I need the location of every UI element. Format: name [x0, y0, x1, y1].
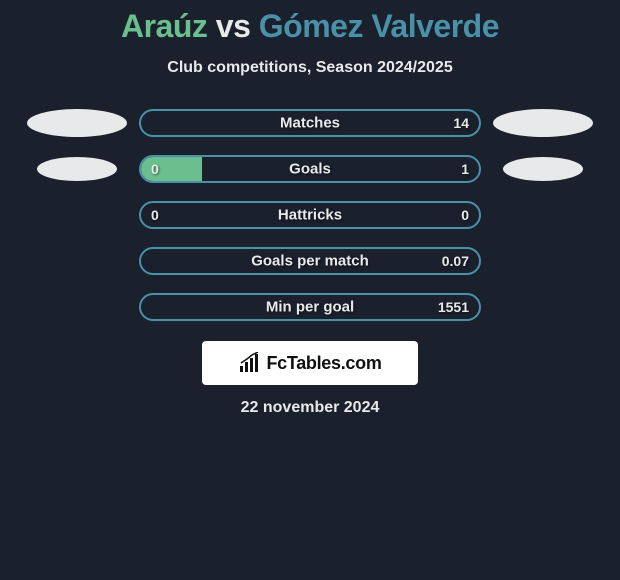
- stat-right-value: 0.07: [442, 253, 469, 269]
- subtitle: Club competitions, Season 2024/2025: [0, 59, 620, 77]
- stat-right-value: 1551: [438, 299, 469, 315]
- stat-left-value: 0: [151, 161, 159, 177]
- stat-bar: Hattricks 0 0: [139, 201, 481, 229]
- stat-label: Matches: [280, 115, 340, 132]
- comparison-card: Araúz vs Gómez Valverde Club competition…: [0, 0, 620, 417]
- stat-row: Goals 0 1: [0, 155, 620, 183]
- date-line: 22 november 2024: [0, 399, 620, 417]
- ellipse-spacer: [27, 157, 127, 181]
- vs-text: vs: [216, 8, 251, 44]
- stat-right-value: 0: [461, 207, 469, 223]
- brand-inner: FcTables.com: [238, 352, 381, 374]
- stat-row: Hattricks 0 0: [0, 201, 620, 229]
- player2-badge: [493, 109, 593, 137]
- stat-row: Goals per match 0.07: [0, 247, 620, 275]
- stats-list: Matches 14 Goals 0 1 Hattricks 0 0 Goals per mat…: [0, 109, 620, 321]
- stat-row: Min per goal 1551: [0, 293, 620, 321]
- brand-chart-icon: [238, 352, 262, 374]
- stat-bar: Min per goal 1551: [139, 293, 481, 321]
- player1-badge: [27, 109, 127, 137]
- stat-label: Hattricks: [278, 207, 342, 224]
- player1-name: Araúz: [121, 8, 207, 44]
- stat-right-value: 1: [461, 161, 469, 177]
- page-title: Araúz vs Gómez Valverde: [0, 8, 620, 45]
- player2-name: Gómez Valverde: [259, 8, 499, 44]
- stat-label: Min per goal: [266, 299, 354, 316]
- stat-label: Goals per match: [251, 253, 369, 270]
- stat-bar: Matches 14: [139, 109, 481, 137]
- stat-bar: Goals per match 0.07: [139, 247, 481, 275]
- player2-badge-small: [503, 157, 583, 181]
- player1-badge-small: [37, 157, 117, 181]
- stat-left-value: 0: [151, 207, 159, 223]
- stat-bar: Goals 0 1: [139, 155, 481, 183]
- brand-text: FcTables.com: [266, 353, 381, 374]
- brand-box[interactable]: FcTables.com: [202, 341, 418, 385]
- ellipse-spacer: [493, 157, 593, 181]
- stat-label: Goals: [289, 161, 331, 178]
- stat-row: Matches 14: [0, 109, 620, 137]
- stat-right-value: 14: [453, 115, 469, 131]
